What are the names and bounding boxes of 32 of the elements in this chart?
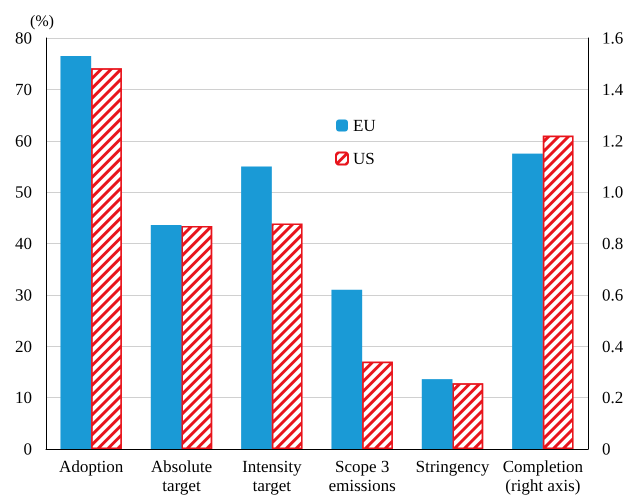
- bar: [150, 225, 182, 449]
- x-tick-label: Intensity target: [242, 457, 302, 495]
- y-tick-label: 60: [15, 131, 32, 150]
- y-tick-label: 0: [24, 440, 32, 458]
- y-tick-label: 70: [15, 80, 32, 99]
- legend-label: EU: [353, 116, 376, 135]
- y-axis-title: (%): [30, 13, 54, 30]
- x-tick-label: Adoption: [59, 457, 124, 476]
- y-tick-label: 80: [15, 28, 32, 48]
- y-tick-label: 10: [15, 388, 32, 408]
- x-tick-label: Completion (right axis): [502, 457, 584, 495]
- bar: [331, 290, 362, 449]
- y-tick-label: 30: [15, 285, 32, 304]
- y2-tick-label: 0: [602, 440, 610, 458]
- x-tick-label: Absolute target: [150, 457, 212, 495]
- y2-tick-label: 1.2: [602, 131, 624, 150]
- y2-tick-label: 1.6: [602, 28, 624, 48]
- bar: [60, 56, 92, 449]
- y-tick-label: 50: [15, 182, 32, 202]
- x-tick-label: Stringency: [416, 457, 490, 476]
- legend-label: US: [353, 149, 375, 168]
- y2-tick-label: 0.6: [602, 285, 624, 304]
- x-tick-label: Scope 3 emissions: [328, 457, 396, 495]
- y-tick-label: 20: [15, 336, 32, 356]
- y2-tick-label: 0.4: [602, 336, 624, 356]
- y2-tick-label: 0.8: [602, 234, 624, 253]
- y2-tick-label: 0.2: [602, 388, 624, 408]
- y2-tick-label: 1.0: [602, 182, 624, 202]
- y2-tick-label: 1.4: [602, 80, 624, 99]
- bar: [241, 166, 272, 449]
- y-tick-label: 40: [15, 234, 32, 253]
- bar: [422, 379, 452, 449]
